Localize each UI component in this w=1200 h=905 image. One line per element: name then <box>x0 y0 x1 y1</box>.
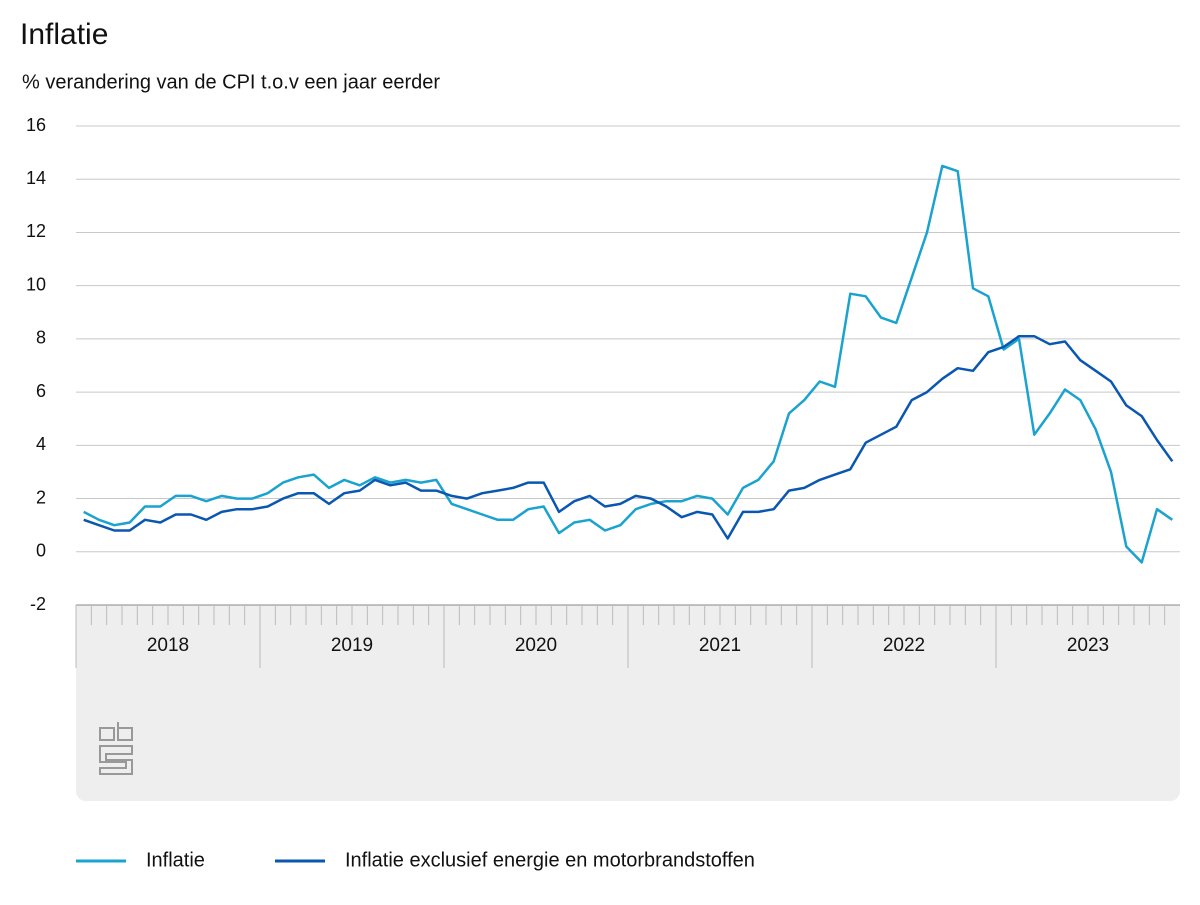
legend-label: Inflatie <box>146 849 205 871</box>
x-tick-label: 2022 <box>883 635 925 656</box>
y-tick-label: 14 <box>26 168 46 188</box>
y-tick-label: 8 <box>36 328 46 348</box>
y-tick-label: 6 <box>36 381 46 401</box>
chart-subtitle: % verandering van de CPI t.o.v een jaar … <box>22 71 440 93</box>
x-tick-label: 2023 <box>1067 635 1109 656</box>
x-tick-label: 2019 <box>331 635 373 656</box>
y-tick-label: 12 <box>26 221 46 241</box>
x-tick-label: 2018 <box>147 635 189 656</box>
y-tick-label: 16 <box>26 115 46 135</box>
x-tick-label: 2020 <box>515 635 557 656</box>
chart-title: Inflatie <box>20 18 108 51</box>
y-tick-label: 2 <box>36 487 46 507</box>
cbs-logo <box>99 722 133 775</box>
legend-label: Inflatie exclusief energie en motorbrand… <box>345 849 755 871</box>
x-tick-label: 2021 <box>699 635 741 656</box>
series-line <box>83 164 1174 564</box>
y-tick-label: -2 <box>30 594 46 614</box>
y-tick-label: 10 <box>26 274 46 294</box>
y-tick-label: 4 <box>36 434 46 454</box>
y-tick-label: 0 <box>36 541 46 561</box>
axis-panel <box>76 605 1180 801</box>
series-line <box>83 334 1174 540</box>
